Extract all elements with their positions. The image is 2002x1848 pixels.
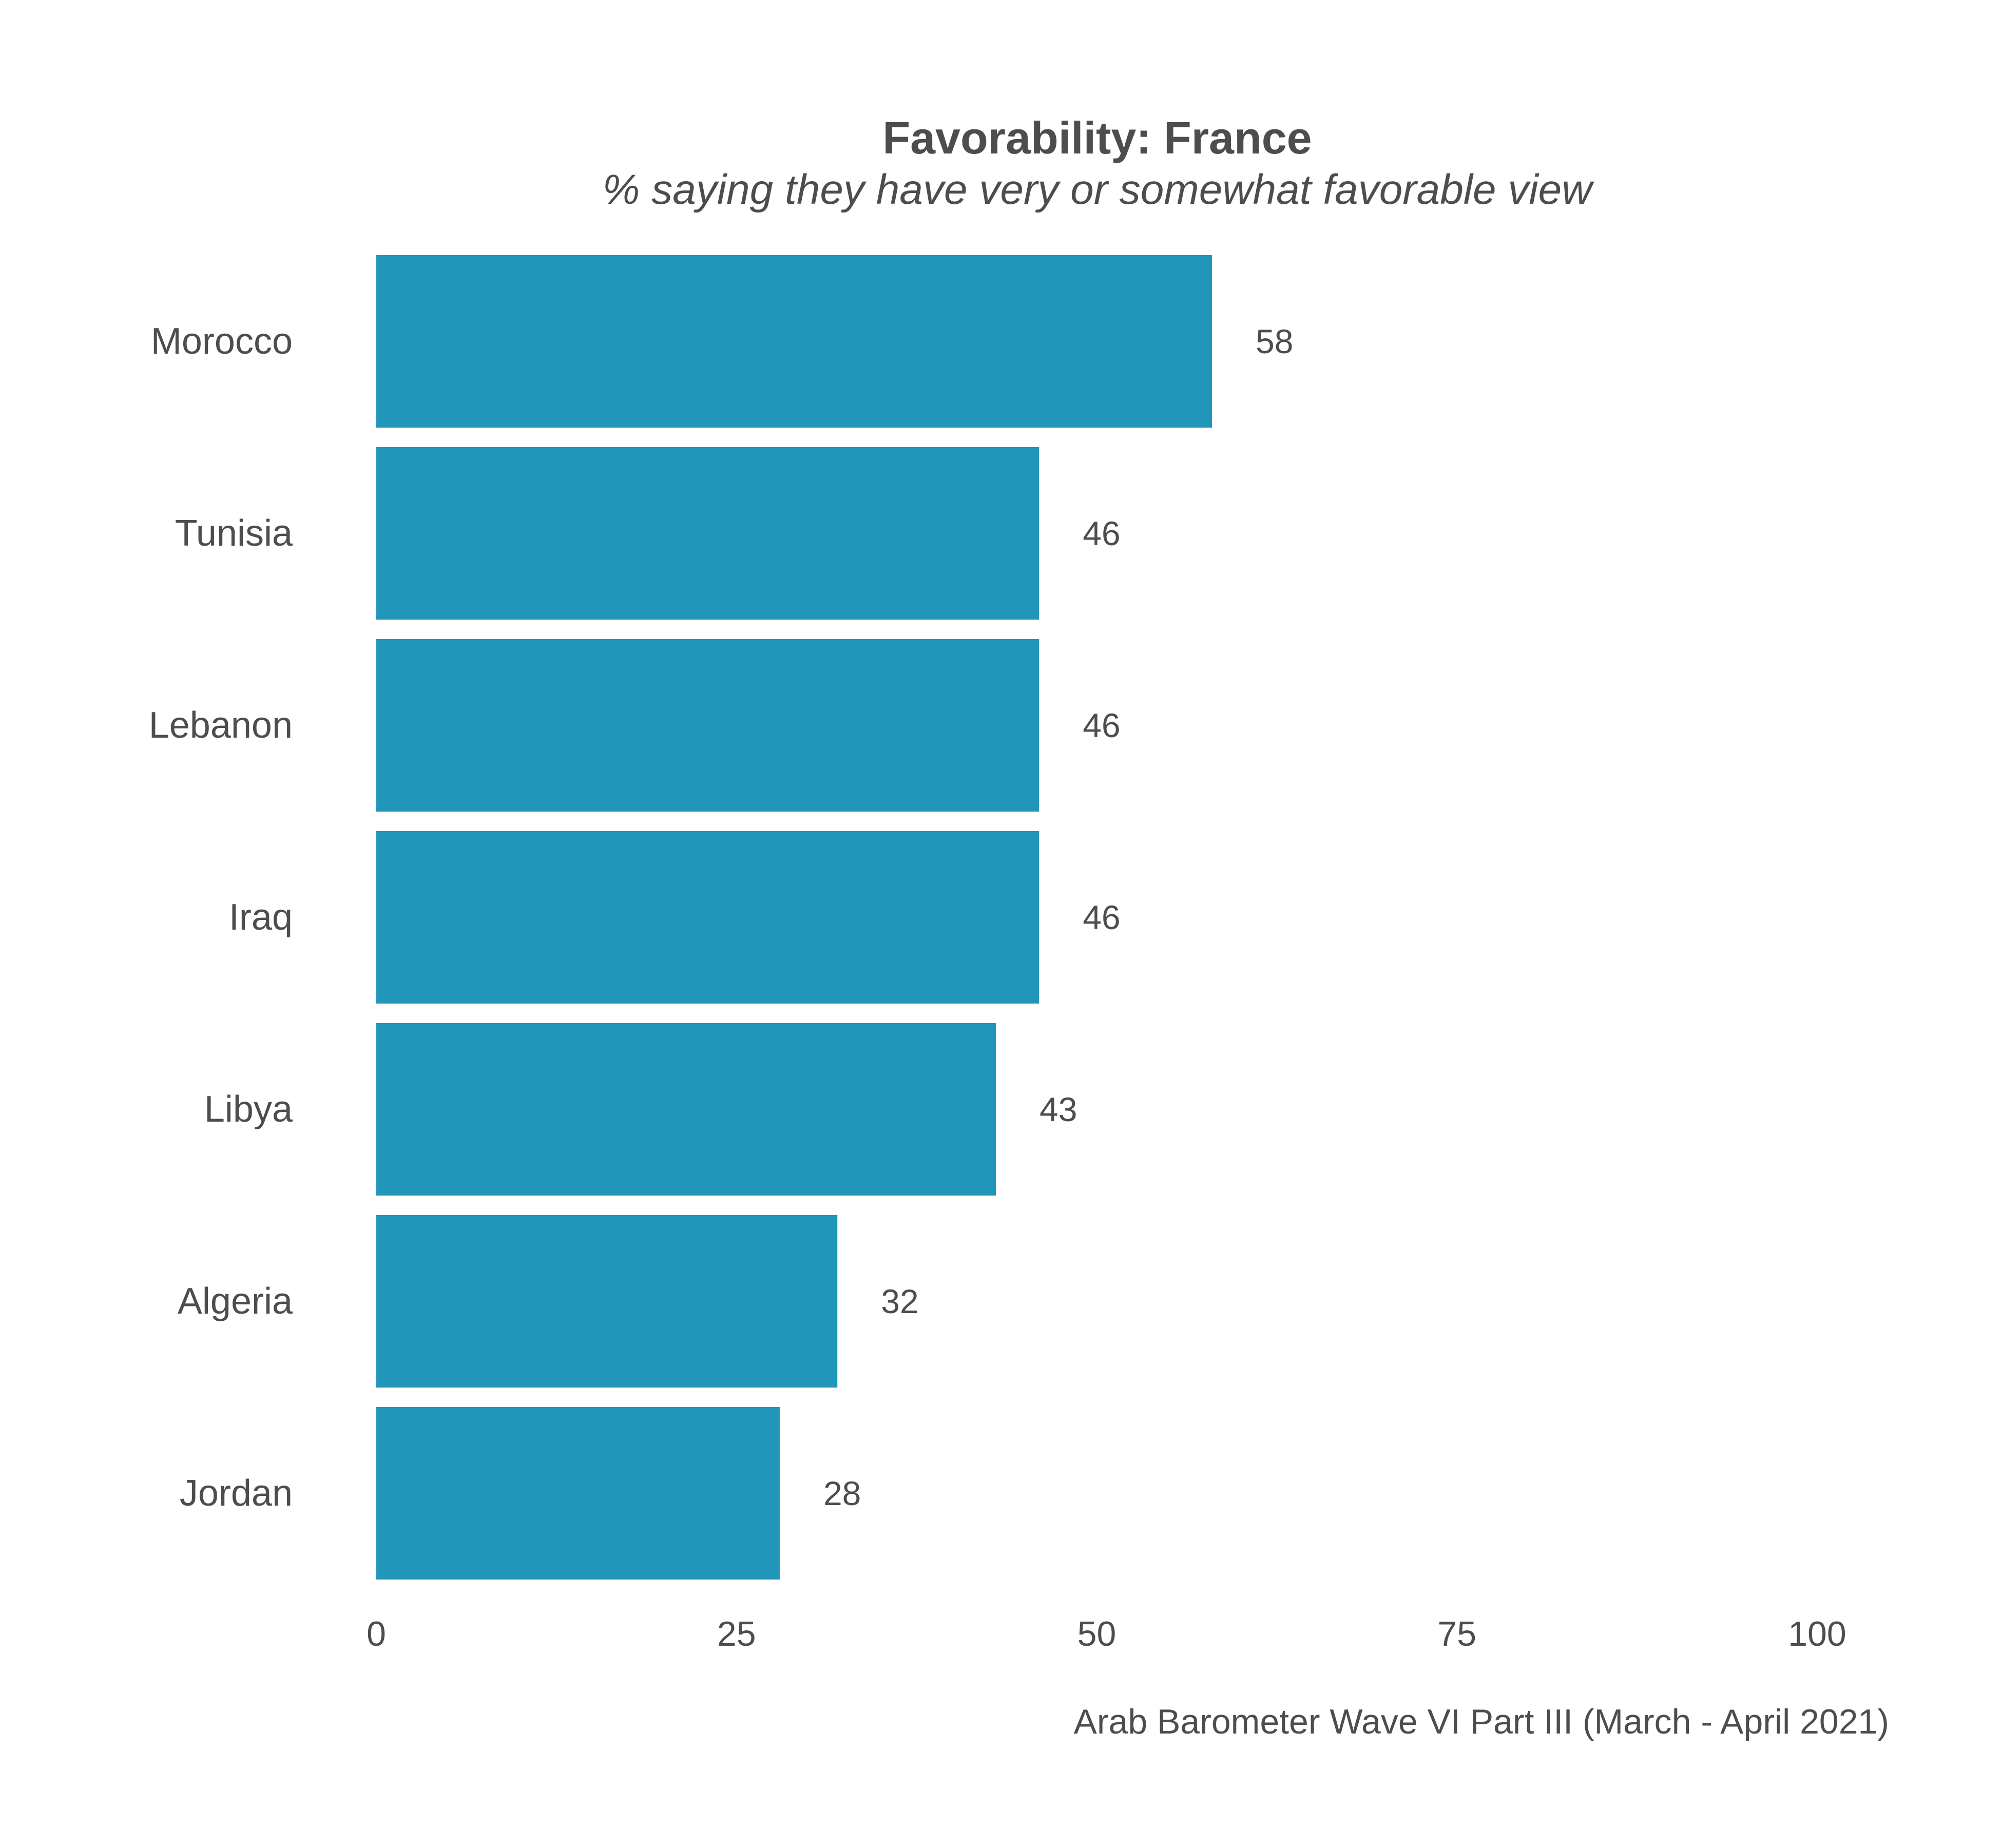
value-label-tunisia: 46 <box>1083 514 1120 552</box>
source-caption: Arab Barometer Wave VI Part III (March -… <box>1073 1702 1889 1741</box>
value-label-iraq: 46 <box>1083 898 1120 936</box>
bars-group <box>376 255 1212 1580</box>
bar-iraq <box>376 831 1040 1004</box>
chart-subtitle: % saying they have very or somewhat favo… <box>602 166 1592 213</box>
x-tick-100: 100 <box>1788 1614 1846 1653</box>
y-label-iraq: Iraq <box>229 897 293 938</box>
value-labels: 58 46 46 46 43 32 28 <box>823 322 1294 1512</box>
x-tick-0: 0 <box>367 1614 386 1653</box>
y-label-algeria: Algeria <box>178 1281 293 1322</box>
x-tick-75: 75 <box>1437 1614 1476 1653</box>
chart-title: Favorability: France <box>882 112 1312 163</box>
value-label-morocco: 58 <box>1256 322 1293 360</box>
x-tick-50: 50 <box>1077 1614 1116 1653</box>
value-label-lebanon: 46 <box>1083 706 1120 744</box>
y-label-lebanon: Lebanon <box>149 705 293 746</box>
value-label-algeria: 32 <box>881 1282 918 1320</box>
bar-libya <box>376 1023 996 1196</box>
y-axis-labels: Morocco Tunisia Lebanon Iraq Libya Algeria Jor… <box>149 321 293 1514</box>
value-label-libya: 43 <box>1040 1090 1077 1128</box>
x-axis-ticks: 0 25 50 75 100 <box>367 1614 1846 1653</box>
y-label-jordan: Jordan <box>180 1473 293 1514</box>
value-label-jordan: 28 <box>823 1474 861 1512</box>
bar-morocco <box>376 255 1212 428</box>
bar-tunisia <box>376 447 1040 620</box>
bar-lebanon <box>376 639 1040 812</box>
y-label-tunisia: Tunisia <box>175 513 293 554</box>
bar-algeria <box>376 1215 838 1388</box>
bar-jordan <box>376 1407 780 1580</box>
y-label-morocco: Morocco <box>151 321 293 362</box>
y-label-libya: Libya <box>204 1089 293 1130</box>
x-tick-25: 25 <box>717 1614 756 1653</box>
